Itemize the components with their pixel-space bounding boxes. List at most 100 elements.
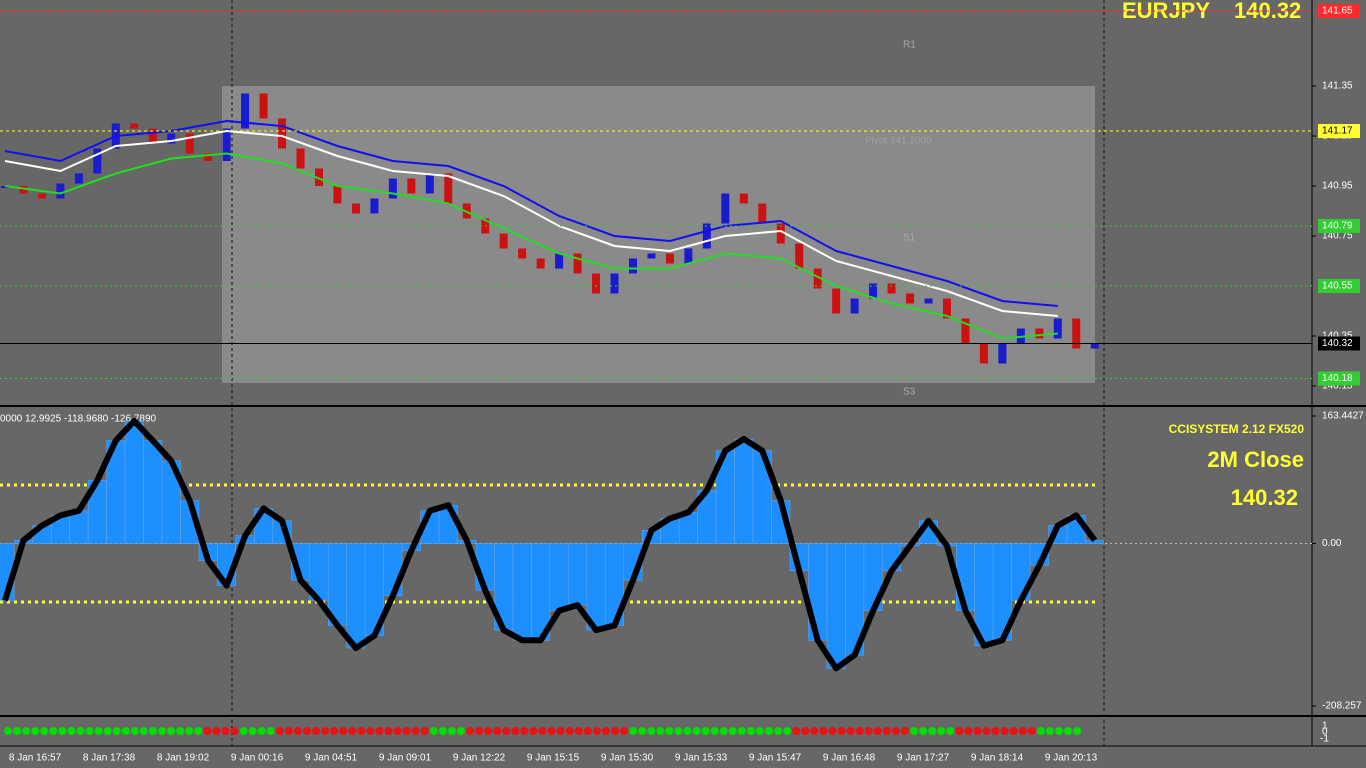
cci-histogram-bar bbox=[1085, 540, 1105, 544]
signal-dot bbox=[792, 727, 801, 735]
signal-dot bbox=[85, 727, 94, 735]
moving-average bbox=[4, 119, 1058, 307]
price-tick-label: 140.75 bbox=[1322, 231, 1353, 242]
price-tick-label: 141.35 bbox=[1322, 81, 1353, 92]
signal-dot bbox=[76, 727, 85, 735]
signal-dot bbox=[176, 727, 185, 735]
signal-dot bbox=[620, 727, 629, 735]
candle bbox=[610, 273, 619, 294]
candle bbox=[148, 128, 157, 144]
level-label-bg bbox=[1318, 124, 1360, 138]
signal-dot bbox=[4, 727, 12, 735]
level-label: 140.18 bbox=[1322, 373, 1353, 384]
level-label: 141.17 bbox=[1322, 126, 1353, 137]
candle bbox=[1035, 328, 1044, 339]
candle bbox=[296, 148, 305, 169]
indicator-readout: 0000 12.9925 -118.9680 -126.7890 bbox=[0, 414, 157, 425]
time-label: 9 Jan 17:27 bbox=[897, 753, 950, 764]
price-tick-label: 140.15 bbox=[1322, 381, 1353, 392]
signal-dot bbox=[891, 727, 900, 735]
cci-tick-label: -208.257 bbox=[1322, 701, 1362, 712]
pivot-label: S1 bbox=[903, 233, 916, 244]
signal-dot bbox=[991, 727, 1000, 735]
time-label: 9 Jan 00:16 bbox=[231, 753, 284, 764]
signal-dot bbox=[520, 727, 529, 735]
signal-dot bbox=[810, 727, 819, 735]
candle bbox=[444, 173, 453, 204]
signal-dot bbox=[882, 727, 891, 735]
signal-dot bbox=[765, 727, 774, 735]
signal-dot bbox=[158, 727, 167, 735]
signal-dot bbox=[266, 727, 275, 735]
candle bbox=[555, 253, 564, 269]
signal-dot bbox=[946, 727, 955, 735]
signal-dot bbox=[230, 727, 239, 735]
signal-dot bbox=[366, 727, 375, 735]
candle bbox=[739, 193, 748, 204]
indicator-title: CCISYSTEM 2.12 FX520 bbox=[1169, 422, 1305, 436]
candle bbox=[74, 173, 83, 184]
candle bbox=[850, 298, 859, 314]
signal-dot bbox=[139, 727, 148, 735]
signal-dot bbox=[1064, 727, 1073, 735]
level-label-bg bbox=[1318, 4, 1360, 18]
level-label: 140.55 bbox=[1322, 281, 1353, 292]
candle bbox=[56, 183, 65, 199]
cci-tick-label: 0.00 bbox=[1322, 538, 1342, 549]
time-label: 9 Jan 15:47 bbox=[749, 753, 802, 764]
signal-dot bbox=[94, 727, 103, 735]
signal-axis-label: 0 bbox=[1322, 727, 1328, 738]
signal-dot bbox=[864, 727, 873, 735]
signal-dot bbox=[701, 727, 710, 735]
cci-histogram-bar bbox=[346, 543, 366, 649]
candle bbox=[961, 318, 970, 344]
signal-dot bbox=[348, 727, 357, 735]
signal-dot bbox=[855, 727, 864, 735]
signal-dot bbox=[466, 727, 475, 735]
candle bbox=[665, 253, 674, 264]
candle bbox=[1053, 318, 1062, 339]
signal-dot bbox=[955, 727, 964, 735]
signal-dot bbox=[1036, 727, 1045, 735]
cci-line bbox=[2, 418, 1098, 672]
candle bbox=[684, 248, 693, 264]
level-label: 140.79 bbox=[1322, 221, 1353, 232]
signal-dot bbox=[212, 727, 221, 735]
signal-dot bbox=[973, 727, 982, 735]
signal-dot bbox=[321, 727, 330, 735]
signal-dot bbox=[801, 727, 810, 735]
indicator-mode: 2M Close bbox=[1207, 447, 1304, 472]
signal-dot bbox=[275, 727, 284, 735]
candle bbox=[721, 193, 730, 224]
signal-dot bbox=[674, 727, 683, 735]
time-label: 9 Jan 12:22 bbox=[453, 753, 506, 764]
signal-dot bbox=[583, 727, 592, 735]
signal-dot bbox=[130, 727, 139, 735]
signal-axis-label: -1 bbox=[1320, 734, 1329, 745]
time-label: 9 Jan 16:48 bbox=[823, 753, 876, 764]
signal-dot bbox=[457, 727, 465, 735]
time-label: 9 Jan 20:13 bbox=[1045, 753, 1098, 764]
signal-dot bbox=[692, 727, 701, 735]
candle bbox=[869, 283, 878, 299]
signal-dot bbox=[665, 727, 674, 735]
candle bbox=[573, 253, 582, 274]
signal-dot bbox=[1018, 727, 1027, 735]
signal-dot bbox=[58, 727, 67, 735]
cci-histogram-bar bbox=[512, 543, 532, 641]
signal-dot bbox=[1054, 727, 1063, 735]
signal-dot bbox=[783, 727, 792, 735]
signal-dot bbox=[565, 727, 574, 735]
signal-dot bbox=[339, 727, 348, 735]
moving-average bbox=[4, 152, 1058, 340]
signal-dot bbox=[185, 727, 194, 735]
signal-dot bbox=[402, 727, 411, 735]
indicator-value: 140.32 bbox=[1231, 485, 1298, 510]
candle bbox=[813, 268, 822, 289]
candle bbox=[592, 273, 601, 294]
time-label: 8 Jan 19:02 bbox=[157, 753, 210, 764]
candle bbox=[758, 203, 767, 224]
signal-dot bbox=[293, 727, 302, 735]
